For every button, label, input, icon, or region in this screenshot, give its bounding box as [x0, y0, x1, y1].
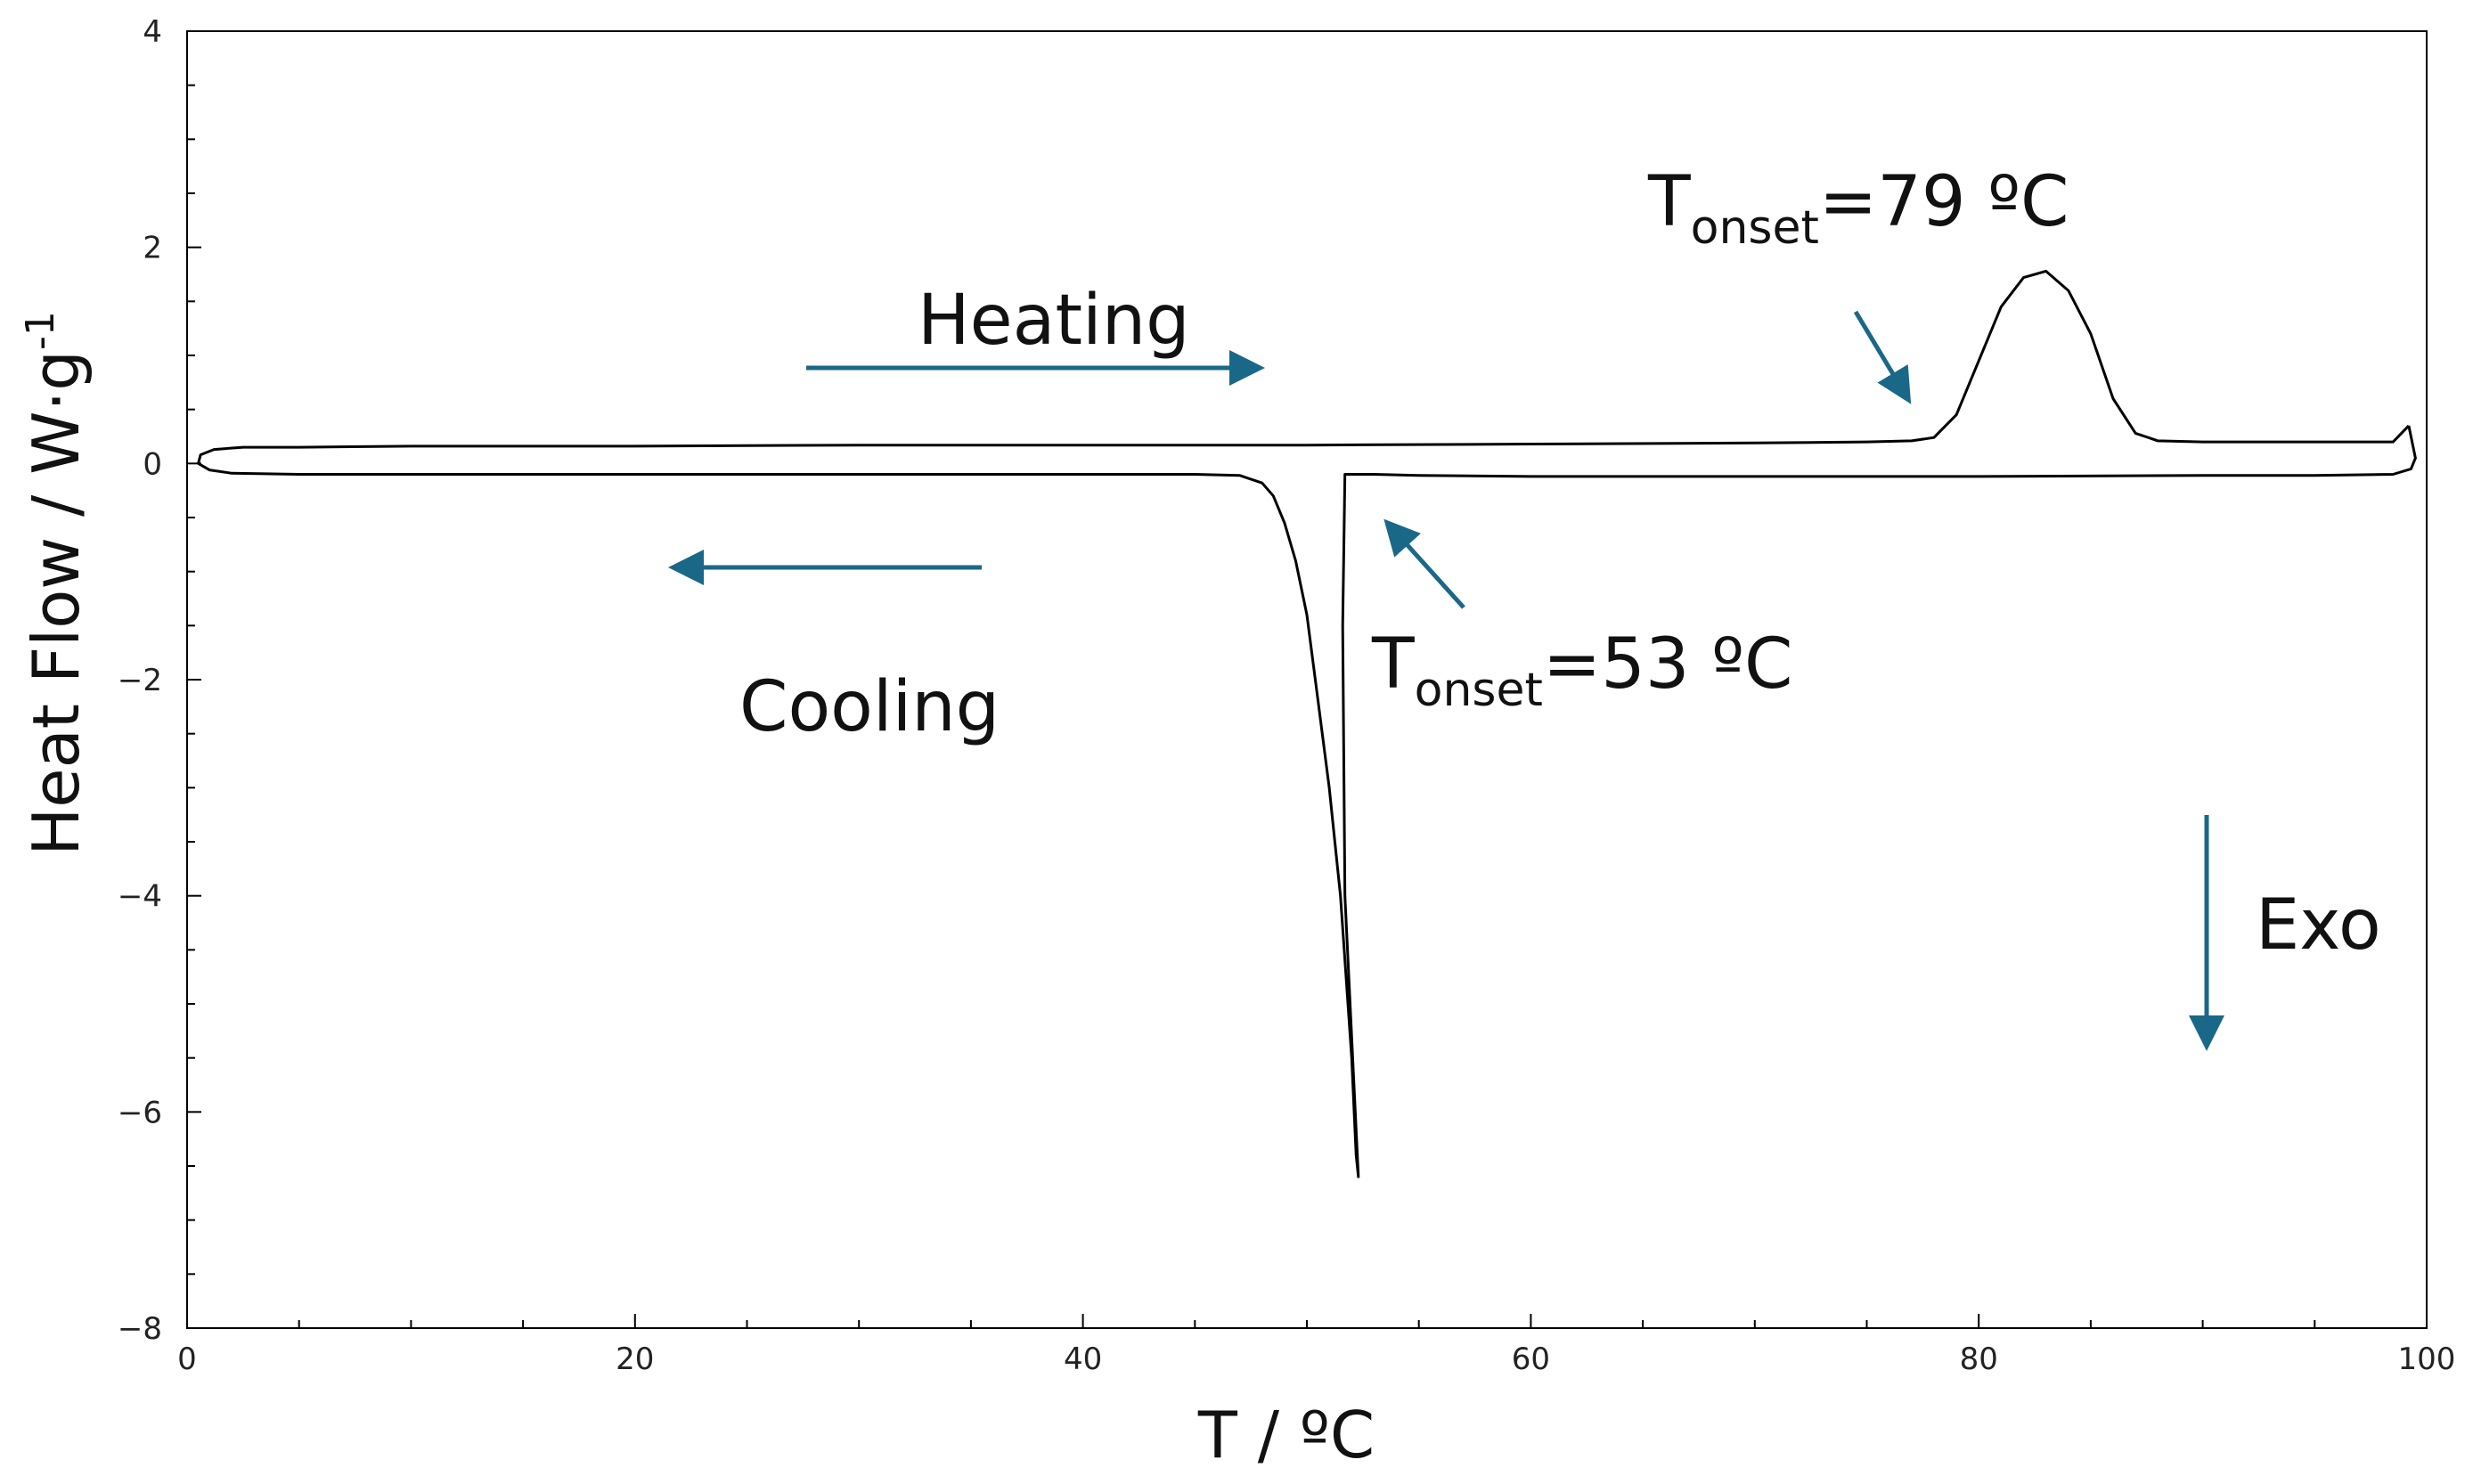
heating-label: Heating [918, 281, 1190, 361]
y-axis-ticks: 4 2 0 −2 −4 −6 −8 [118, 14, 201, 1347]
x-tick-label: 20 [616, 1341, 654, 1377]
onset-53-arrow [1383, 518, 1465, 609]
y-tick-label: −2 [118, 663, 162, 698]
heating-curve [197, 269, 2410, 464]
y-tick-label: 2 [143, 231, 162, 266]
cooling-label: Cooling [739, 667, 1000, 747]
x-axis-title: T / ºC [1197, 1398, 1375, 1472]
y-tick-label: −8 [118, 1311, 162, 1347]
y-axis-title-exponent: -1 [18, 311, 63, 350]
y-tick-label: −4 [118, 879, 162, 915]
y-axis-title: Heat Flow / W·g-1 [18, 311, 94, 856]
y-tick-label: 0 [143, 446, 162, 482]
y-tick-label: 4 [143, 14, 162, 50]
y-tick-label: −6 [118, 1095, 162, 1130]
dsc-curves [197, 269, 2417, 1178]
x-tick-label: 60 [1512, 1341, 1550, 1377]
exo-label: Exo [2256, 885, 2381, 966]
onset-79-label: Tonset=79 ºC [1647, 162, 2069, 255]
x-tick-label: 80 [1960, 1341, 1998, 1377]
x-tick-label: 40 [1064, 1341, 1102, 1377]
cooling-curve [197, 425, 2417, 1178]
x-tick-label: 100 [2398, 1341, 2456, 1377]
onset-53-label: Tonset=53 ºC [1371, 624, 1793, 717]
onset-79-arrow [1853, 310, 1912, 404]
x-tick-label: 0 [177, 1341, 197, 1377]
plot-frame [186, 30, 2428, 1329]
x-axis-ticks: 0 20 40 60 80 100 [177, 1314, 2455, 1377]
